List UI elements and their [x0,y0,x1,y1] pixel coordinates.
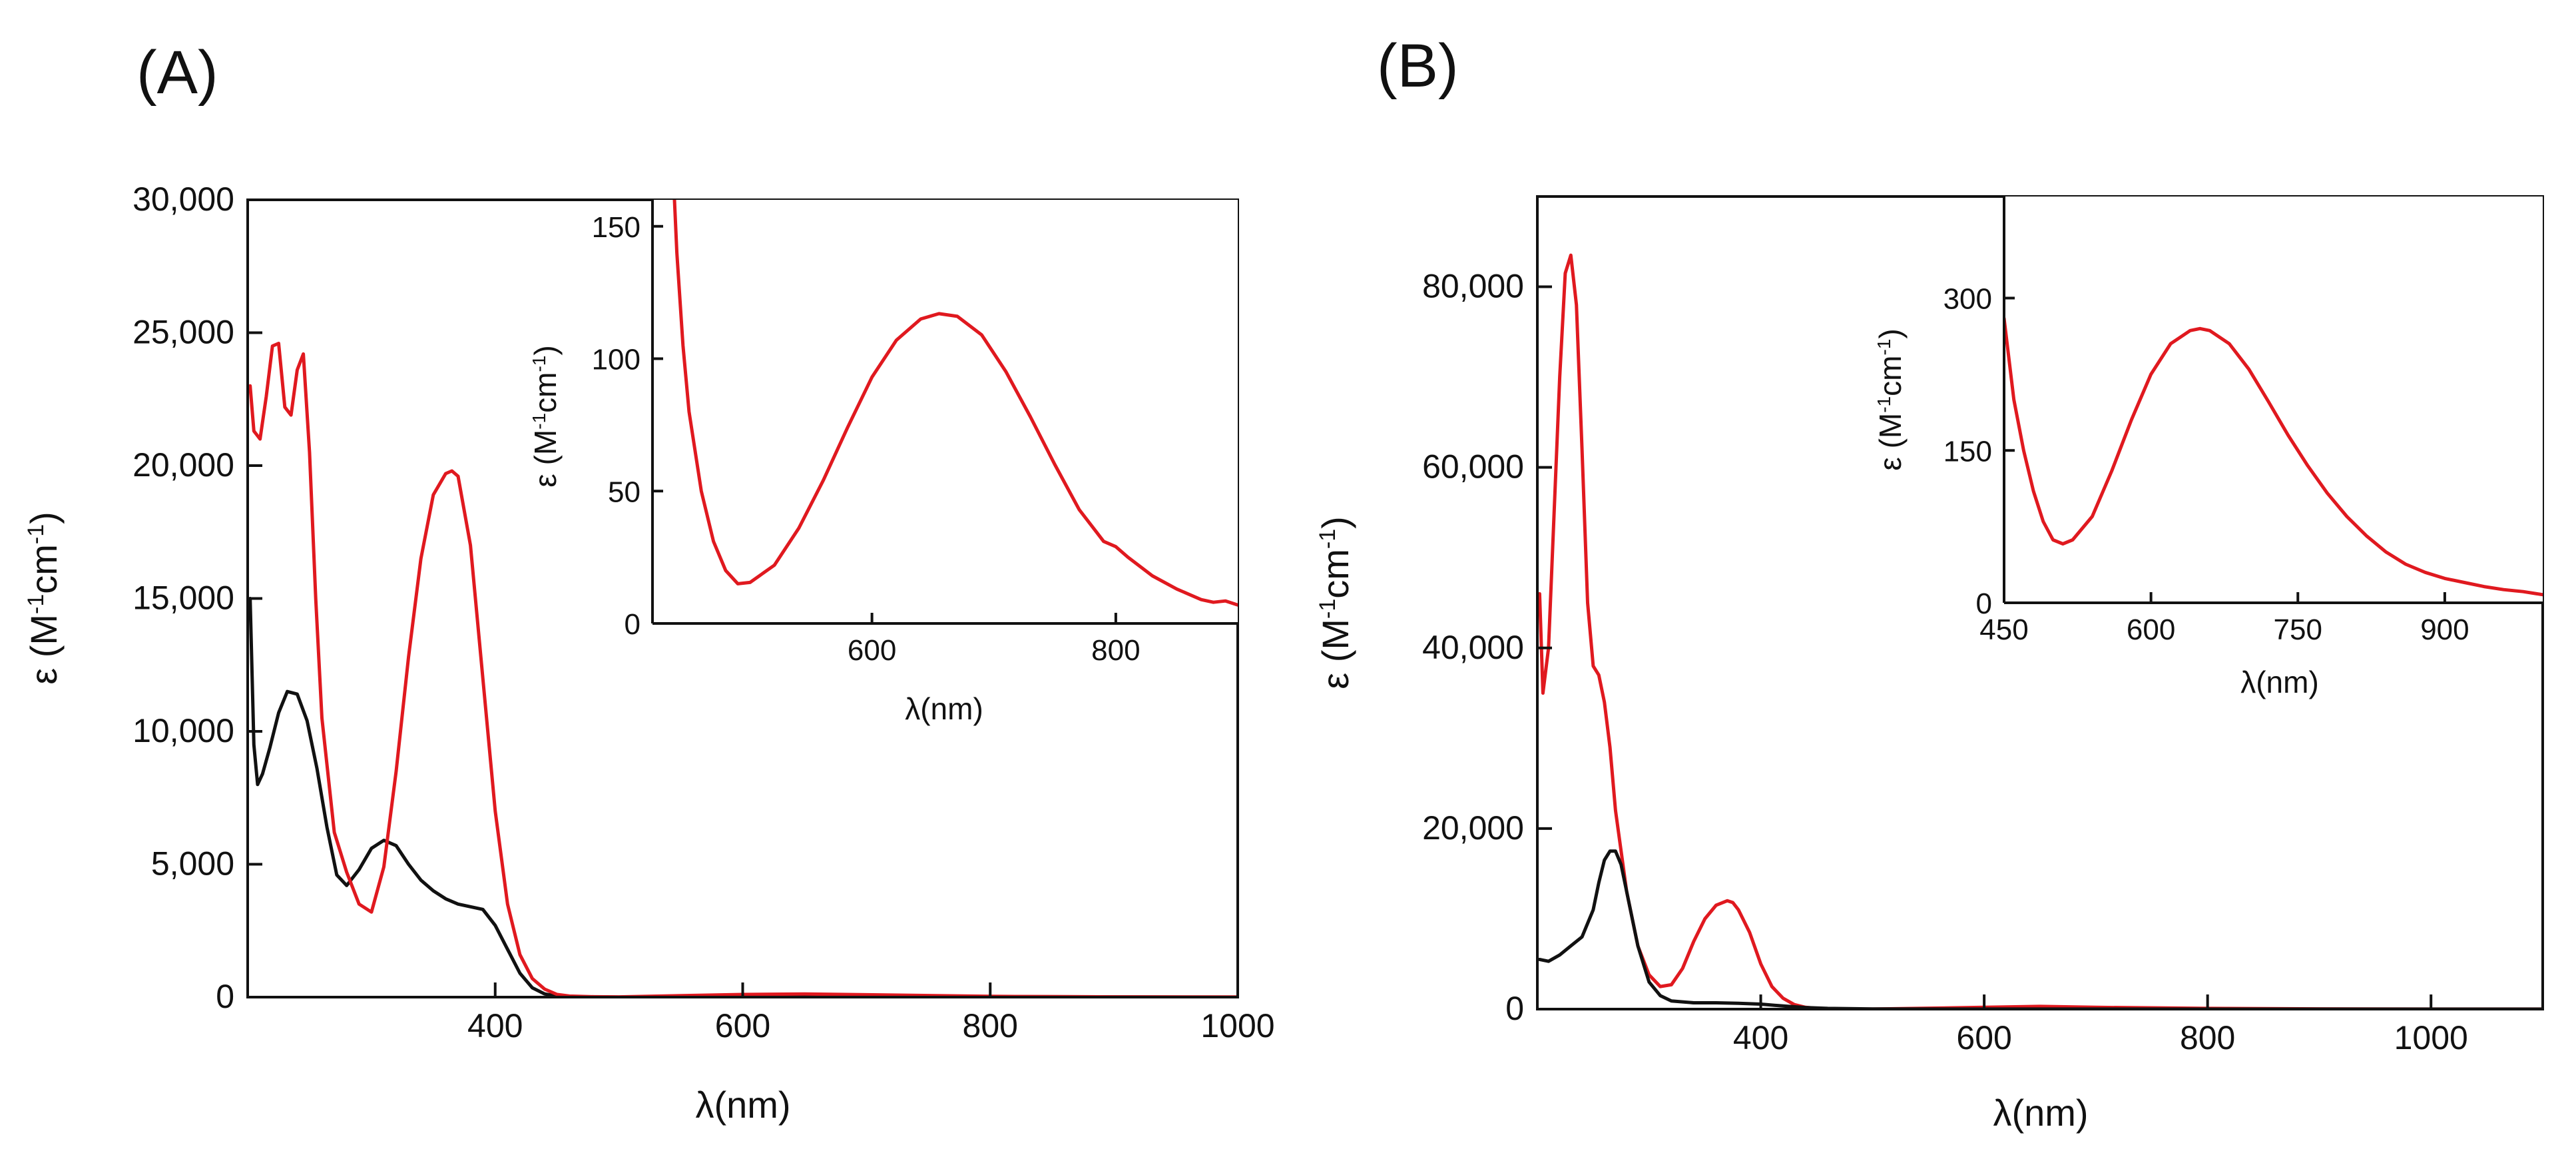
chart-a-inset-ytick-label: 100 [592,344,641,376]
chart-b-inset-xtick-label: 900 [2420,613,2469,646]
chart-b-inset-xlabel: λ(nm) [2240,665,2319,699]
chart-b-ytick-label: 0 [1505,990,1524,1027]
chart-b-xlabel: λ(nm) [1993,1092,2088,1134]
chart-b-inset-series-group [2004,316,2543,597]
chart-a-ytick-label: 25,000 [132,314,234,351]
chart-b-ylabel-mid: cm [1314,549,1356,599]
chart-a-inset-ylabel: ε (M-1cm-1) [528,345,563,487]
chart-a-inset-xlabel: λ(nm) [905,691,983,726]
chart-a-xtick-label: 400 [467,1007,523,1044]
chart-b-ylabel-sup1: -1 [1315,599,1340,619]
chart-a-ytick-label: 0 [216,978,234,1015]
chart-b-ytick-label: 80,000 [1422,268,1524,305]
panel-label-b: (B) [1377,32,1459,100]
chart-b-ylabel-prefix: ε (M [1314,619,1356,689]
chart-a-ylabel: ε (M-1cm-1) [23,512,65,685]
chart-a-ylabel-sup1: -1 [23,594,49,614]
chart-a-ylabel-prefix: ε (M [23,614,65,685]
chart-a-xtick-label: 600 [715,1007,770,1044]
chart-a-ytick-label: 10,000 [132,712,234,749]
chart-b-inset-ylabel-sup2: -1 [1874,339,1894,356]
chart-a-inset-ytick-label: 0 [625,608,641,641]
chart-a-inset-xtick-label: 600 [848,634,896,667]
chart-b-inset-ylabel-suffix: ) [1873,328,1908,338]
chart-a-inset-ylabel-prefix: ε (M [528,430,563,488]
chart-b-inset-ytick-label: 300 [1943,283,1992,316]
chart-a-ytick-label: 5,000 [151,845,234,883]
chart-a-ytick-label: 20,000 [132,446,234,484]
chart-a-ticks: 400 600 800 100005,00010,00015,00020,00025,… [132,181,1275,1044]
chart-b-xtick-label: 1000 [2394,1019,2468,1056]
chart-b-ylabel-sup2: -1 [1315,529,1340,549]
chart-b-inset-ytick-label: 0 [1976,587,1992,620]
chart-b-inset-ylabel-sup1: -1 [1874,396,1894,413]
chart-b-inset-xtick-label: 450 [1979,613,2028,646]
chart-b-xtick-label: 400 [1733,1019,1788,1056]
chart-a-xtick-label: 800 [963,1007,1018,1044]
chart-b-xtick-label: 800 [2180,1019,2235,1056]
chart-b-ytick-label: 20,000 [1422,809,1524,847]
chart-a-inset-series-3-line [672,200,1238,607]
chart-a-inset-ylabel-sup1: -1 [529,413,549,430]
chart-a-xtick-label: 1000 [1200,1007,1274,1044]
chart-b-inset-ticks: 450 600 750 900 0 150 300 [1943,283,2469,647]
chart-b-ytick-label: 60,000 [1422,448,1524,486]
chart-b-inset-ytick-label: 150 [1943,435,1992,468]
chart-a-ylabel-sup2: -1 [23,524,49,544]
chart-a-inset-ylabel-suffix: ) [528,345,563,355]
chart-b-ticks: 400 600 800 1000 0 20,000 40,000 60,000 80,000 [1422,268,2468,1056]
chart-b-inset-ylabel: ε (M-1cm-1) [1873,328,1908,470]
chart-b-xtick-label: 600 [1956,1019,2011,1056]
chart-a-ylabel-suffix: ) [23,512,65,524]
chart-b-ytick-label: 40,000 [1422,629,1524,666]
chart-a-inset-ylabel-mid: cm [528,372,563,413]
chart-b-inset-ylabel-prefix: ε (M [1873,413,1908,471]
chart-a-inset-ticks: 600 800 0 50 100 150 [592,211,1141,667]
chart-a-inset-xtick-label: 800 [1091,634,1140,667]
chart-a-ytick-label: 15,000 [132,579,234,617]
chart-b-inset-xtick-label: 600 [2127,613,2175,646]
chart-b-inset-ylabel-mid: cm [1873,356,1908,396]
panel-label-a: (A) [136,39,218,107]
chart-b-ylabel-suffix: ) [1314,516,1356,529]
chart-a-inset-background [652,200,1238,623]
chart-a-ylabel-mid: cm [23,544,65,594]
chart-a-ytick-label: 30,000 [132,181,234,218]
chart-a-inset-ytick-label: 150 [592,211,641,244]
chart-b-inset-xtick-label: 750 [2274,613,2322,646]
chart-a-inset-ytick-label: 50 [608,476,641,508]
chart-b-inset-background [2004,196,2543,603]
chart-a-xlabel: λ(nm) [695,1084,790,1126]
chart-a-inset-series-group [672,200,1238,607]
chart-a-inset-ylabel-sup2: -1 [529,356,549,372]
chart-b-ylabel: ε (M-1cm-1) [1314,516,1356,689]
chart-b-inset-series-4-line [2004,316,2543,597]
